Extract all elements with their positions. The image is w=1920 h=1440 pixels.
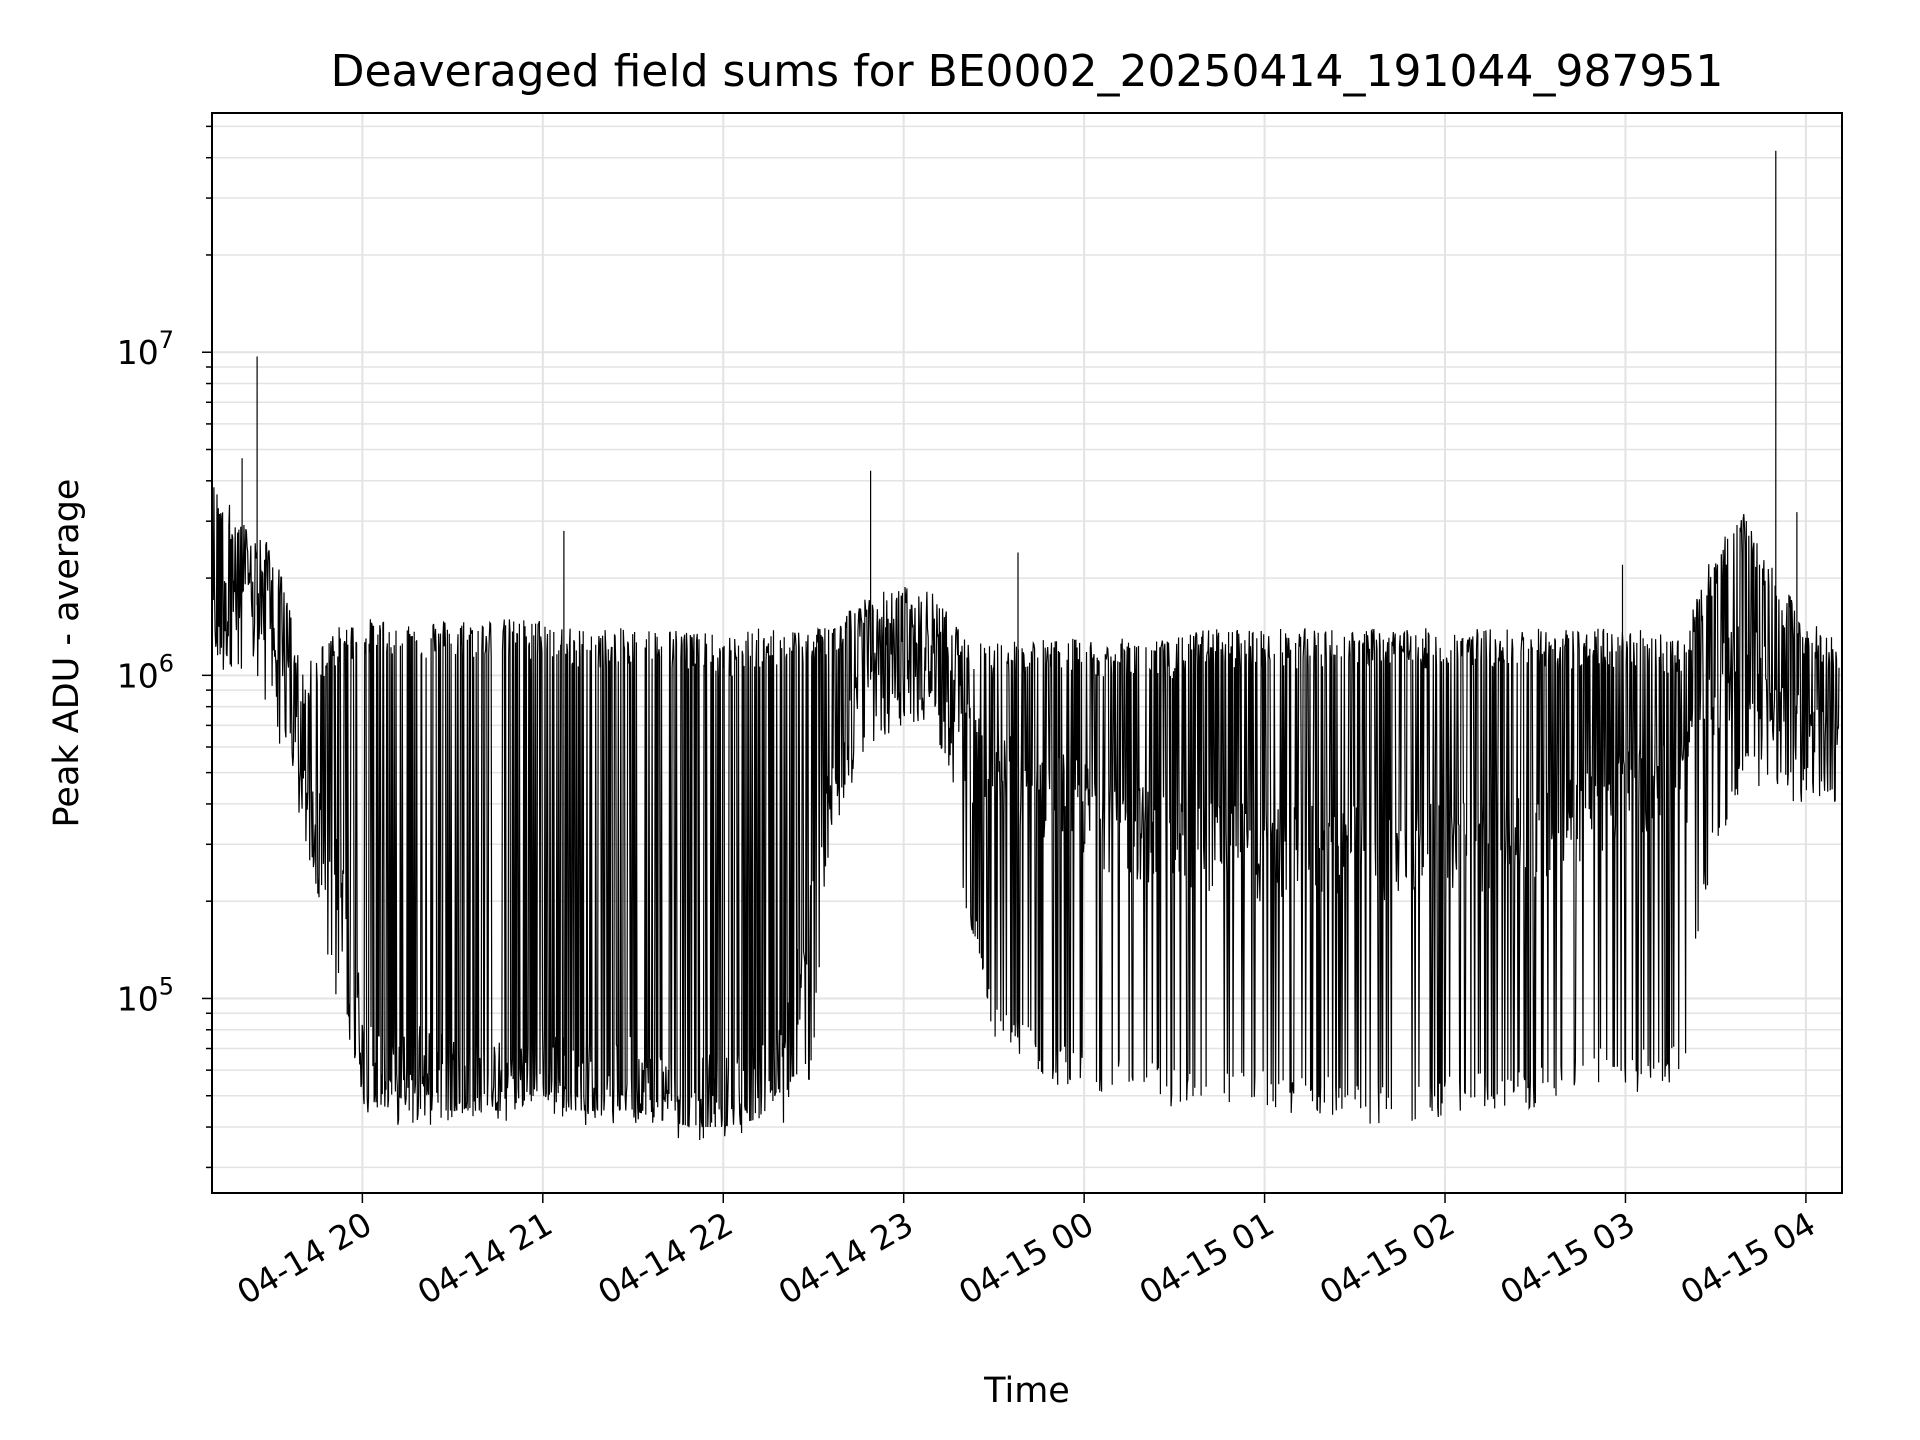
chart-title: Deaveraged field sums for BE0002_2025041…	[331, 46, 1724, 97]
y-axis-title: Peak ADU - average	[47, 479, 87, 828]
plot-frame	[211, 112, 1843, 1194]
series-line	[211, 150, 1840, 1141]
x-axis-title: Time	[983, 1371, 1070, 1411]
plot-area	[211, 150, 1840, 1141]
